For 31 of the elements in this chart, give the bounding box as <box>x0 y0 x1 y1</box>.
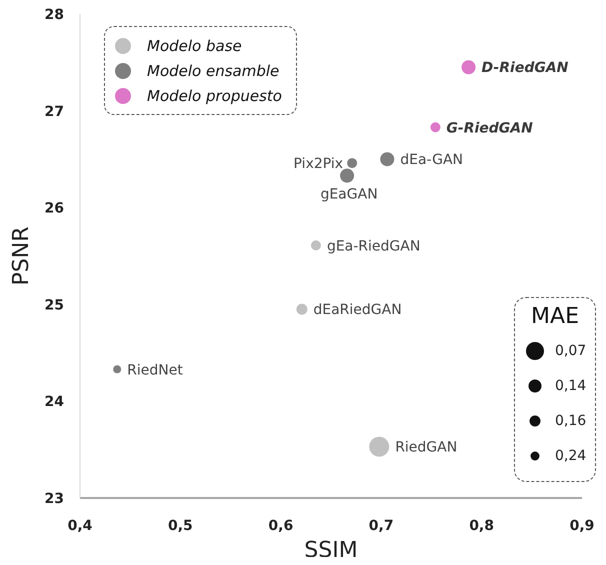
data-label: gEa-RiedGAN <box>326 238 420 254</box>
legend-label: Modelo base <box>146 36 243 56</box>
y-tick-label: 28 <box>44 6 64 23</box>
x-tick-label: 0,4 <box>68 518 93 534</box>
legend-label: Modelo ensamble <box>146 60 280 82</box>
legend-label: 0,16 <box>555 412 586 428</box>
data-label: G-RiedGAN <box>446 120 534 136</box>
legend-label: 0,14 <box>555 378 586 394</box>
data-label: RiedNet <box>127 362 184 378</box>
data-label: Pix2Pix <box>294 156 344 172</box>
legend-label: 0,07 <box>555 342 586 358</box>
x-tick-label: 0,9 <box>570 518 594 534</box>
y-tick-label: 25 <box>44 297 64 314</box>
data-label: dEaRiedGAN <box>313 302 402 318</box>
y-tick-label: 27 <box>44 104 64 120</box>
data-label: dEa-GAN <box>400 152 464 168</box>
data-label: RiedGAN <box>395 440 458 456</box>
x-tick-label: 0,7 <box>368 518 394 534</box>
data-label: gEaGAN <box>320 186 378 203</box>
x-axis-title: SSIM <box>304 538 358 563</box>
x-tick-label: 0,5 <box>168 518 193 534</box>
y-tick-label: 24 <box>44 394 64 410</box>
legend-label: Modelo propuesto <box>146 86 282 106</box>
y-axis-title: PSNR <box>8 226 34 286</box>
y-tick-label: 26 <box>44 200 64 217</box>
legend-label: 0,24 <box>555 448 586 464</box>
x-tick-label: 0,6 <box>268 518 294 534</box>
x-tick-label: 0,8 <box>469 518 494 534</box>
data-label: D-RiedGAN <box>482 60 569 76</box>
y-tick-label: 23 <box>44 490 64 507</box>
legend-title: MAE <box>530 304 580 329</box>
